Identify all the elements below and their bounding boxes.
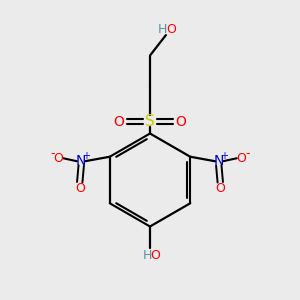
Text: O: O (237, 152, 247, 165)
Text: O: O (166, 22, 176, 36)
Text: O: O (151, 249, 160, 262)
Text: O: O (53, 152, 63, 165)
Text: O: O (114, 115, 124, 128)
Text: N: N (214, 154, 224, 168)
Text: -: - (245, 147, 250, 160)
Text: O: O (75, 182, 85, 195)
Text: +: + (82, 151, 90, 161)
Text: O: O (176, 115, 186, 128)
Text: H: H (157, 22, 167, 36)
Text: +: + (220, 151, 228, 161)
Text: O: O (215, 182, 225, 195)
Text: -: - (50, 147, 55, 160)
Text: N: N (76, 154, 86, 168)
Text: S: S (145, 114, 155, 129)
Text: H: H (142, 249, 152, 262)
